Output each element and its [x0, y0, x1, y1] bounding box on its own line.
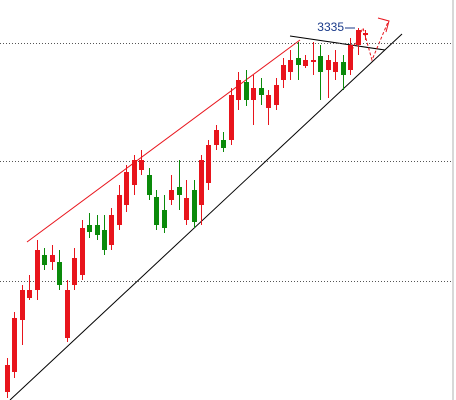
candle-body	[266, 95, 271, 108]
candle-body	[109, 215, 114, 245]
candle-body	[333, 62, 338, 72]
candle-body	[169, 190, 174, 200]
candle-body	[326, 60, 331, 70]
candle-body	[214, 130, 219, 145]
forecast-arrowhead	[377, 17, 390, 33]
candle-body	[251, 88, 256, 100]
candle-body	[303, 60, 308, 66]
candle-body	[356, 30, 361, 45]
candle-body	[50, 255, 55, 262]
candle-body	[229, 95, 234, 140]
candle-body	[184, 198, 189, 220]
upper-trend-line	[26, 39, 301, 243]
candle-body	[5, 365, 10, 392]
candle-body	[192, 190, 197, 222]
candle-body	[117, 195, 122, 225]
candle-body	[221, 140, 226, 148]
candle-body	[35, 250, 40, 290]
price-annotation: 3335	[317, 20, 344, 34]
candle-body	[147, 175, 152, 195]
candle-body	[87, 225, 92, 232]
candle-body	[42, 255, 47, 265]
candle-body	[318, 56, 323, 72]
candle-body	[236, 80, 241, 100]
candle-body	[206, 145, 211, 183]
candle-body	[259, 88, 264, 95]
candle-body	[162, 210, 167, 228]
candle-body	[281, 65, 286, 80]
candle-body	[12, 318, 17, 372]
candle-body	[57, 262, 62, 285]
candle-body	[20, 290, 25, 320]
candle-body	[341, 62, 346, 75]
candle-body	[124, 172, 129, 205]
candle-body	[348, 45, 353, 70]
candle-body	[177, 187, 182, 195]
candle-body	[363, 33, 368, 35]
candle-body	[139, 160, 144, 170]
candle-body	[154, 197, 159, 225]
candle-body	[274, 85, 279, 105]
candle-body	[27, 290, 32, 298]
candle-body	[199, 160, 204, 205]
candle-body	[296, 58, 301, 65]
candle-body	[102, 230, 107, 250]
candle-body	[311, 60, 316, 62]
candle-body	[132, 160, 137, 185]
lower-trend-line	[9, 33, 403, 400]
short-line	[289, 35, 386, 51]
candle-body	[288, 60, 293, 72]
candle-body	[65, 290, 70, 338]
candle-body	[95, 225, 100, 235]
candle-body	[244, 82, 249, 100]
candle-body	[80, 228, 85, 275]
candle-body	[72, 258, 77, 285]
